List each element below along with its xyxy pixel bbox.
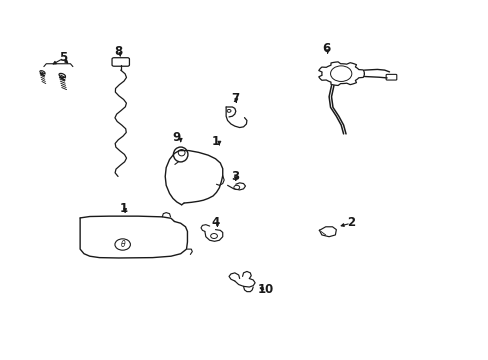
Text: 6: 6 [322, 42, 330, 55]
Text: 4: 4 [211, 216, 219, 229]
Text: 2: 2 [346, 216, 354, 229]
Text: 1: 1 [211, 135, 219, 148]
Text: 3: 3 [230, 170, 239, 183]
Text: 7: 7 [230, 92, 239, 105]
Text: 9: 9 [172, 131, 181, 144]
Text: 8: 8 [115, 45, 122, 58]
Text: θ: θ [120, 240, 125, 249]
Text: 10: 10 [258, 283, 274, 296]
Text: 1: 1 [120, 202, 127, 215]
Text: 5: 5 [59, 51, 67, 64]
